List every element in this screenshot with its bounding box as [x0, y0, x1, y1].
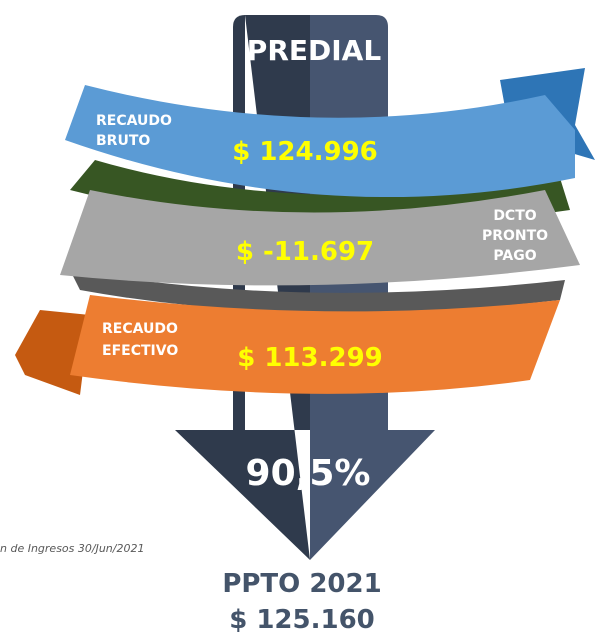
band-value: $ 124.996 [232, 137, 378, 167]
label-line: PRONTO [482, 228, 548, 244]
infographic: PREDIAL RECAUDO BRUTO $ 124.996 DCTO PRONT… [0, 0, 605, 637]
label-line: DCTO [493, 208, 536, 224]
percentage: 90,5% [246, 453, 371, 494]
budget-label: PPTO 2021 [222, 569, 381, 599]
budget-value: $ 125.160 [229, 605, 375, 635]
footnote: n de Ingresos 30/Jun/2021 [0, 542, 144, 555]
label-line: PAGO [493, 248, 536, 264]
label-line: RECAUDO [102, 321, 178, 337]
title: PREDIAL [247, 34, 382, 67]
label-line: RECAUDO [96, 113, 172, 129]
label-line: BRUTO [96, 133, 150, 149]
label-line: EFECTIVO [102, 343, 178, 359]
band-value: $ 113.299 [237, 343, 383, 373]
band-value: $ -11.697 [236, 237, 374, 267]
